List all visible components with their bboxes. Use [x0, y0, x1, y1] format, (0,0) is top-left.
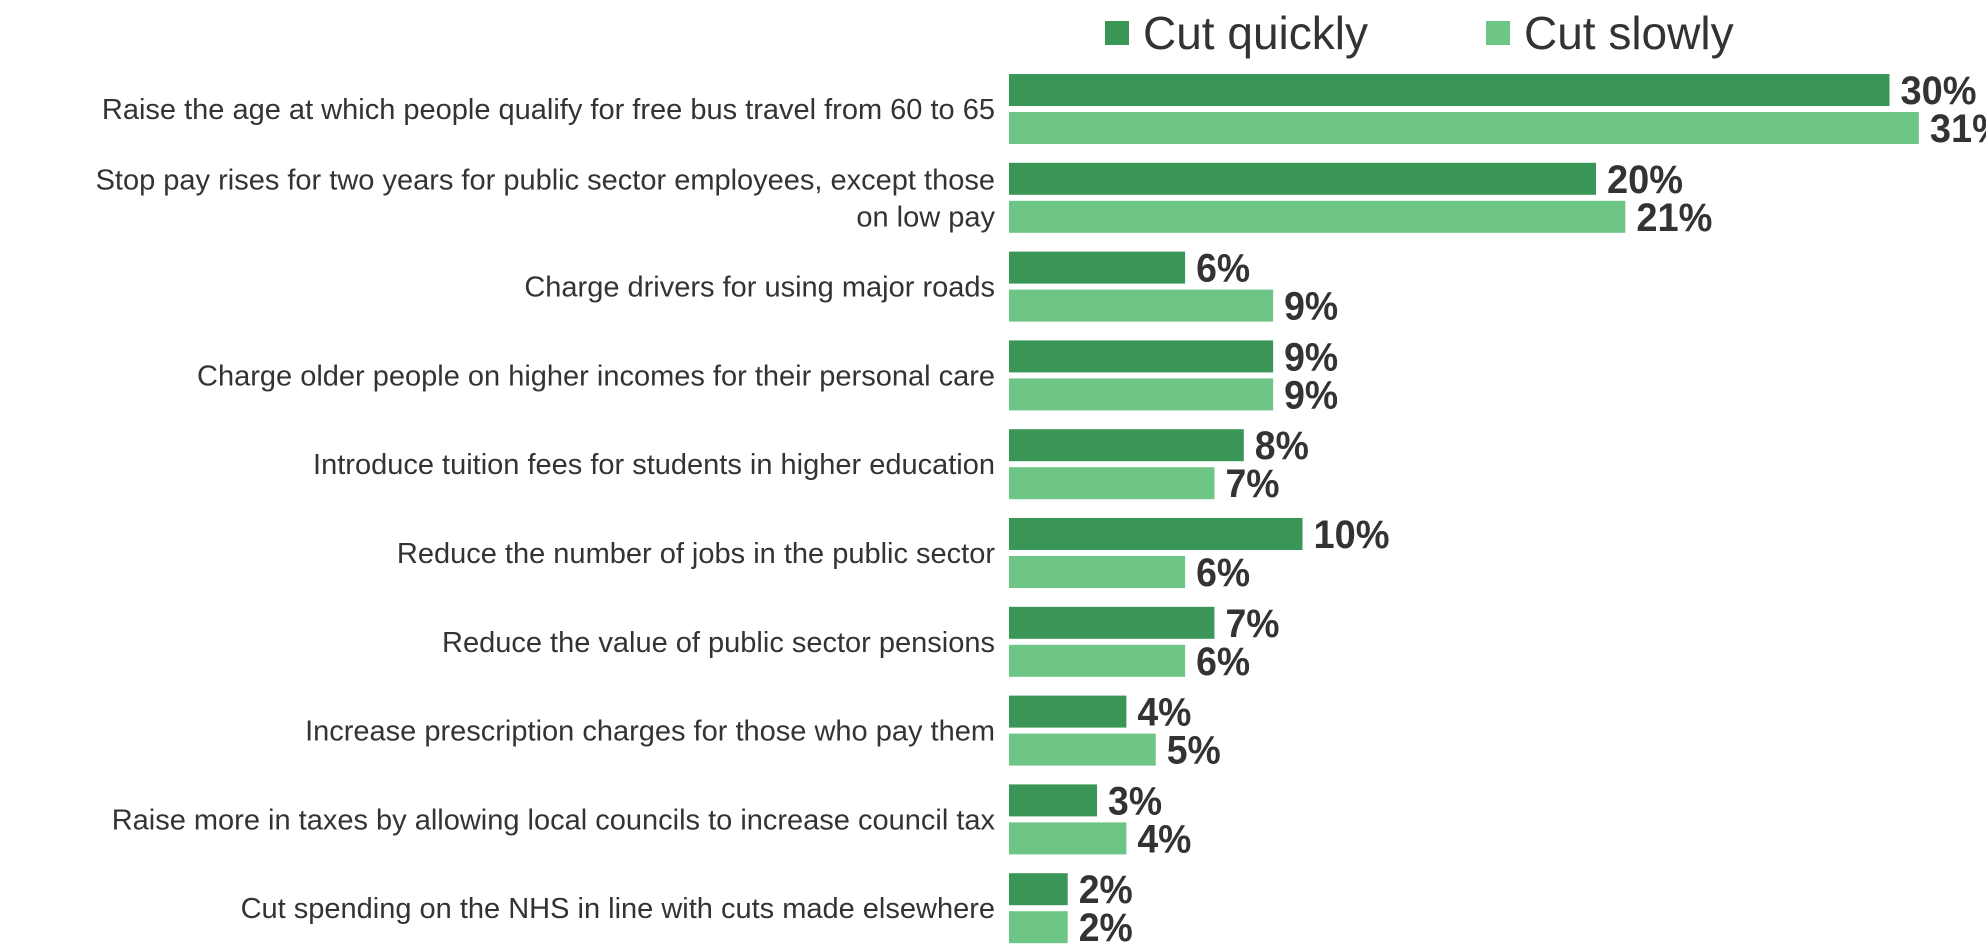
value-label-cut-quickly: 10%	[1314, 513, 1390, 557]
bar-cut-slowly	[1009, 644, 1186, 677]
legend: Cut quickly Cut slowly	[1105, 6, 1852, 60]
bar-cut-slowly	[1009, 556, 1186, 588]
value-label-cut-slowly: 21%	[1636, 196, 1712, 240]
value-label-cut-slowly: 7%	[1225, 462, 1279, 506]
bar-cut-quickly	[1009, 873, 1068, 906]
bar-cut-quickly	[1009, 74, 1890, 106]
value-label-cut-slowly: 5%	[1167, 729, 1221, 773]
category-label-line: Reduce the value of public sector pensio…	[442, 627, 995, 659]
bar-cut-quickly	[1009, 518, 1303, 550]
bar-cut-quickly	[1009, 251, 1186, 284]
category-label-line: Reduce the number of jobs in the public …	[397, 538, 995, 570]
category-label-line: Increase prescription charges for those …	[305, 716, 995, 748]
category-label-line: Cut spending on the NHS in line with cut…	[241, 893, 995, 925]
bar-cut-quickly	[1009, 695, 1127, 728]
value-label-cut-slowly: 6%	[1196, 640, 1250, 684]
value-label-cut-slowly: 9%	[1284, 373, 1338, 417]
value-label-cut-slowly: 31%	[1930, 107, 1986, 151]
value-label-cut-quickly: 6%	[1196, 247, 1250, 291]
value-label-cut-quickly: 30%	[1901, 69, 1977, 113]
category-label-line: Raise the age at which people qualify fo…	[102, 94, 995, 126]
bar-cut-slowly	[1009, 733, 1156, 766]
category-label-line: Charge older people on higher incomes fo…	[197, 360, 995, 392]
value-label-cut-slowly: 6%	[1196, 551, 1250, 595]
value-label-cut-slowly: 9%	[1284, 285, 1338, 329]
bar-cut-quickly	[1009, 784, 1098, 817]
legend-item-cut-slowly: Cut slowly	[1485, 6, 1734, 60]
category-label: Reduce the number of jobs in the public …	[397, 538, 995, 570]
category-label: Charge drivers for using major roads	[524, 272, 995, 304]
bar-cut-quickly	[1009, 606, 1215, 639]
category-label: Introduce tuition fees for students in h…	[313, 449, 995, 481]
category-label-line: Charge drivers for using major roads	[524, 272, 995, 304]
bar-cut-slowly	[1009, 112, 1919, 144]
category-label-line: on low pay	[856, 201, 995, 233]
legend-swatch-cut-quickly	[1105, 21, 1129, 45]
bar-cut-slowly	[1009, 467, 1215, 500]
category-label: Reduce the value of public sector pensio…	[442, 627, 995, 659]
bar-cut-slowly	[1009, 200, 1626, 233]
value-label-cut-slowly: 2%	[1079, 906, 1133, 950]
value-label-cut-quickly: 2%	[1079, 868, 1133, 912]
category-label: Raise the age at which people qualify fo…	[102, 94, 995, 126]
value-label-cut-quickly: 20%	[1607, 158, 1683, 202]
bar-cut-quickly	[1009, 340, 1274, 373]
bar-cut-quickly	[1009, 429, 1244, 462]
value-label-cut-quickly: 9%	[1284, 335, 1338, 379]
bar-cut-slowly	[1009, 822, 1127, 855]
legend-label-cut-slowly: Cut slowly	[1523, 7, 1734, 59]
legend-item-cut-quickly: Cut quickly	[1105, 6, 1368, 60]
category-label: Increase prescription charges for those …	[305, 716, 995, 748]
value-label-cut-slowly: 4%	[1137, 817, 1191, 861]
value-label-cut-quickly: 4%	[1137, 691, 1191, 735]
category-label: Stop pay rises for two years for public …	[96, 164, 996, 233]
category-label-line: Introduce tuition fees for students in h…	[313, 449, 995, 481]
category-label: Cut spending on the NHS in line with cut…	[241, 893, 995, 925]
category-label: Raise more in taxes by allowing local co…	[112, 804, 996, 836]
value-label-cut-quickly: 3%	[1108, 779, 1162, 823]
legend-label-cut-quickly: Cut quickly	[1143, 7, 1368, 59]
category-label: Charge older people on higher incomes fo…	[197, 360, 995, 392]
category-label-line: Raise more in taxes by allowing local co…	[112, 804, 996, 836]
bar-cut-slowly	[1009, 911, 1068, 944]
bar-cut-slowly	[1009, 378, 1274, 411]
legend-swatch-cut-slowly	[1485, 21, 1510, 45]
bar-cut-quickly	[1009, 162, 1596, 195]
value-label-cut-quickly: 8%	[1255, 424, 1309, 468]
category-label-line: Stop pay rises for two years for public …	[96, 164, 995, 196]
value-label-cut-quickly: 7%	[1225, 602, 1279, 646]
bar-cut-slowly	[1009, 289, 1274, 322]
